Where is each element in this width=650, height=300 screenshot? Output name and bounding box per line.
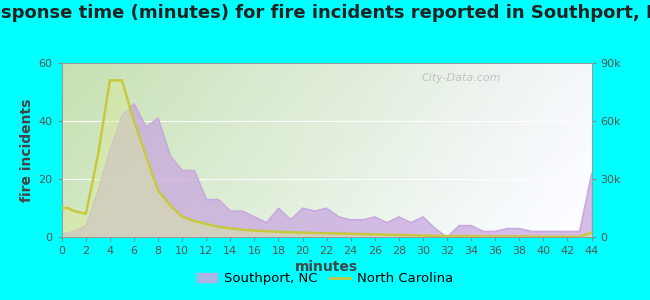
Text: City-Data.com: City-Data.com bbox=[422, 74, 502, 83]
Y-axis label: fire incidents: fire incidents bbox=[20, 98, 34, 202]
X-axis label: minutes: minutes bbox=[295, 260, 358, 274]
Legend: Southport, NC, North Carolina: Southport, NC, North Carolina bbox=[192, 267, 458, 290]
Text: Response time (minutes) for fire incidents reported in Southport, NC: Response time (minutes) for fire inciden… bbox=[0, 4, 650, 22]
